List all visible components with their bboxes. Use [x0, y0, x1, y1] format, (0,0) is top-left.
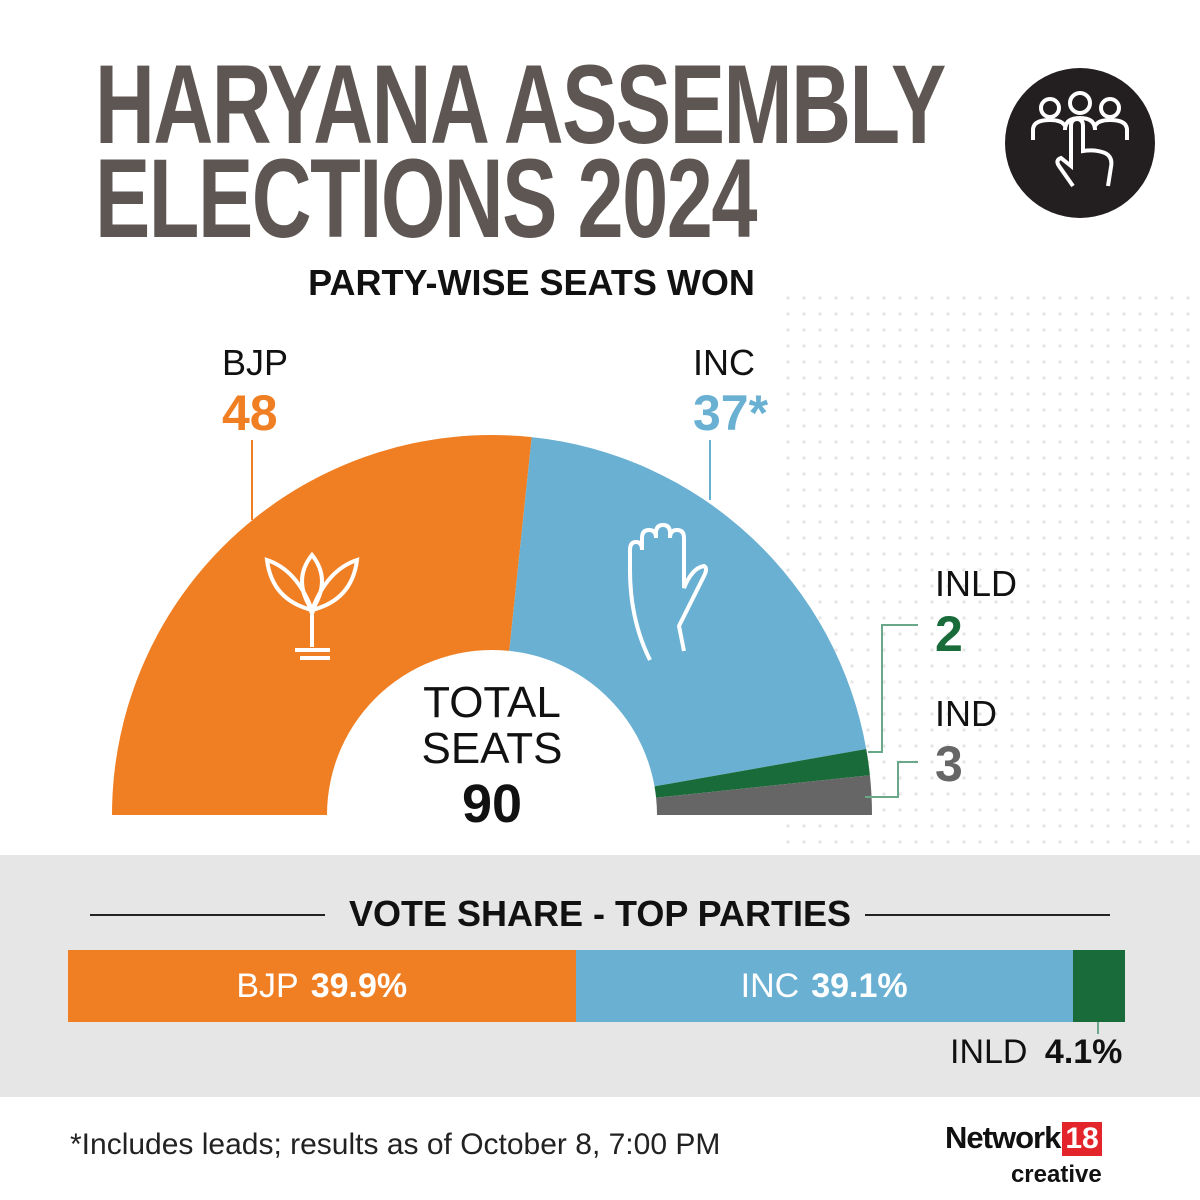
- inld-seats: 2: [935, 606, 963, 662]
- vote-bar-inc: INC 39.1%: [575, 950, 1073, 1022]
- hand-icon: [628, 522, 708, 661]
- title-line-2: ELECTIONS 2024: [95, 136, 757, 261]
- divider-left: [90, 914, 325, 916]
- ind-label: IND: [935, 693, 997, 734]
- inld-vote-value: 4.1%: [1044, 1033, 1123, 1071]
- leader-line-inld: [868, 624, 918, 753]
- footnote: *Includes leads; results as of October 8…: [70, 1128, 721, 1161]
- ind-seats: 3: [935, 736, 963, 792]
- vote-bar-inld: [1072, 950, 1125, 1022]
- chart-subtitle: PARTY-WISE SEATS WON: [308, 262, 755, 303]
- inld-label: INLD: [935, 563, 1018, 604]
- vote-bar-label: INC: [740, 966, 800, 1005]
- leader-line-ind: [865, 761, 918, 798]
- lotus-icon: [264, 551, 360, 660]
- center-line-1: TOTAL: [423, 678, 561, 727]
- center-line-2: SEATS: [421, 724, 563, 773]
- inld-vote-label: INLD 4.1%: [950, 1033, 1123, 1071]
- center-label: TOTAL SEATS 90: [392, 680, 592, 836]
- total-seats: 90: [461, 774, 523, 834]
- inc-label: INC: [693, 342, 755, 383]
- divider-right: [865, 914, 1110, 916]
- seats-semi-donut: [112, 434, 918, 815]
- slice-ind: [656, 775, 872, 815]
- inld-leader-line: [1097, 1022, 1099, 1034]
- inc-seats: 37*: [693, 385, 769, 441]
- vote-bar-bjp: BJP 39.9%: [68, 950, 576, 1022]
- vote-bar-value: 39.9%: [310, 966, 408, 1005]
- vote-bar-label: BJP: [236, 966, 299, 1005]
- bjp-seats: 48: [222, 385, 278, 441]
- vote-bar-value: 39.1%: [811, 966, 908, 1005]
- bjp-label: BJP: [222, 342, 289, 383]
- voting-hand-people-icon: [1005, 68, 1155, 218]
- title-line-1: HARYANA ASSEMBLY: [95, 42, 946, 167]
- vote-share-title: VOTE SHARE - TOP PARTIES: [348, 893, 852, 934]
- slice-bjp: [112, 434, 532, 815]
- network18-logo: Network 18 creative: [945, 1120, 1102, 1188]
- slice-inld: [654, 749, 870, 798]
